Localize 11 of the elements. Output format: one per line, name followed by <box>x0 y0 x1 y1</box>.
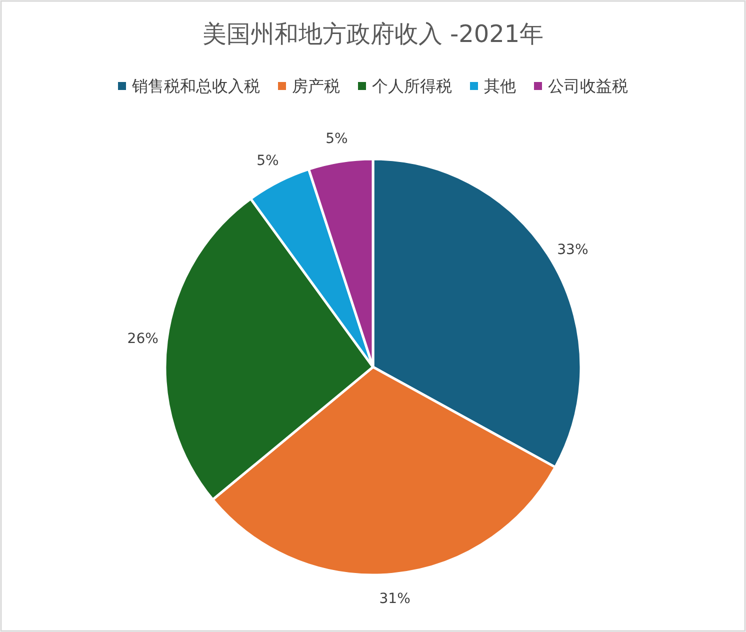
legend-label: 公司收益税 <box>548 76 628 96</box>
legend-label: 个人所得税 <box>372 76 452 96</box>
legend-label: 房产税 <box>292 76 340 96</box>
data-label: 26% <box>127 330 158 347</box>
legend-label: 销售税和总收入税 <box>131 76 260 96</box>
legend-label: 其他 <box>484 76 516 96</box>
data-label: 33% <box>557 242 588 258</box>
data-label: 31% <box>379 590 410 607</box>
chart-title: 美国州和地方政府收入 -2021年 <box>202 20 544 48</box>
data-label: 5% <box>256 153 279 170</box>
data-label: 5% <box>326 130 348 147</box>
